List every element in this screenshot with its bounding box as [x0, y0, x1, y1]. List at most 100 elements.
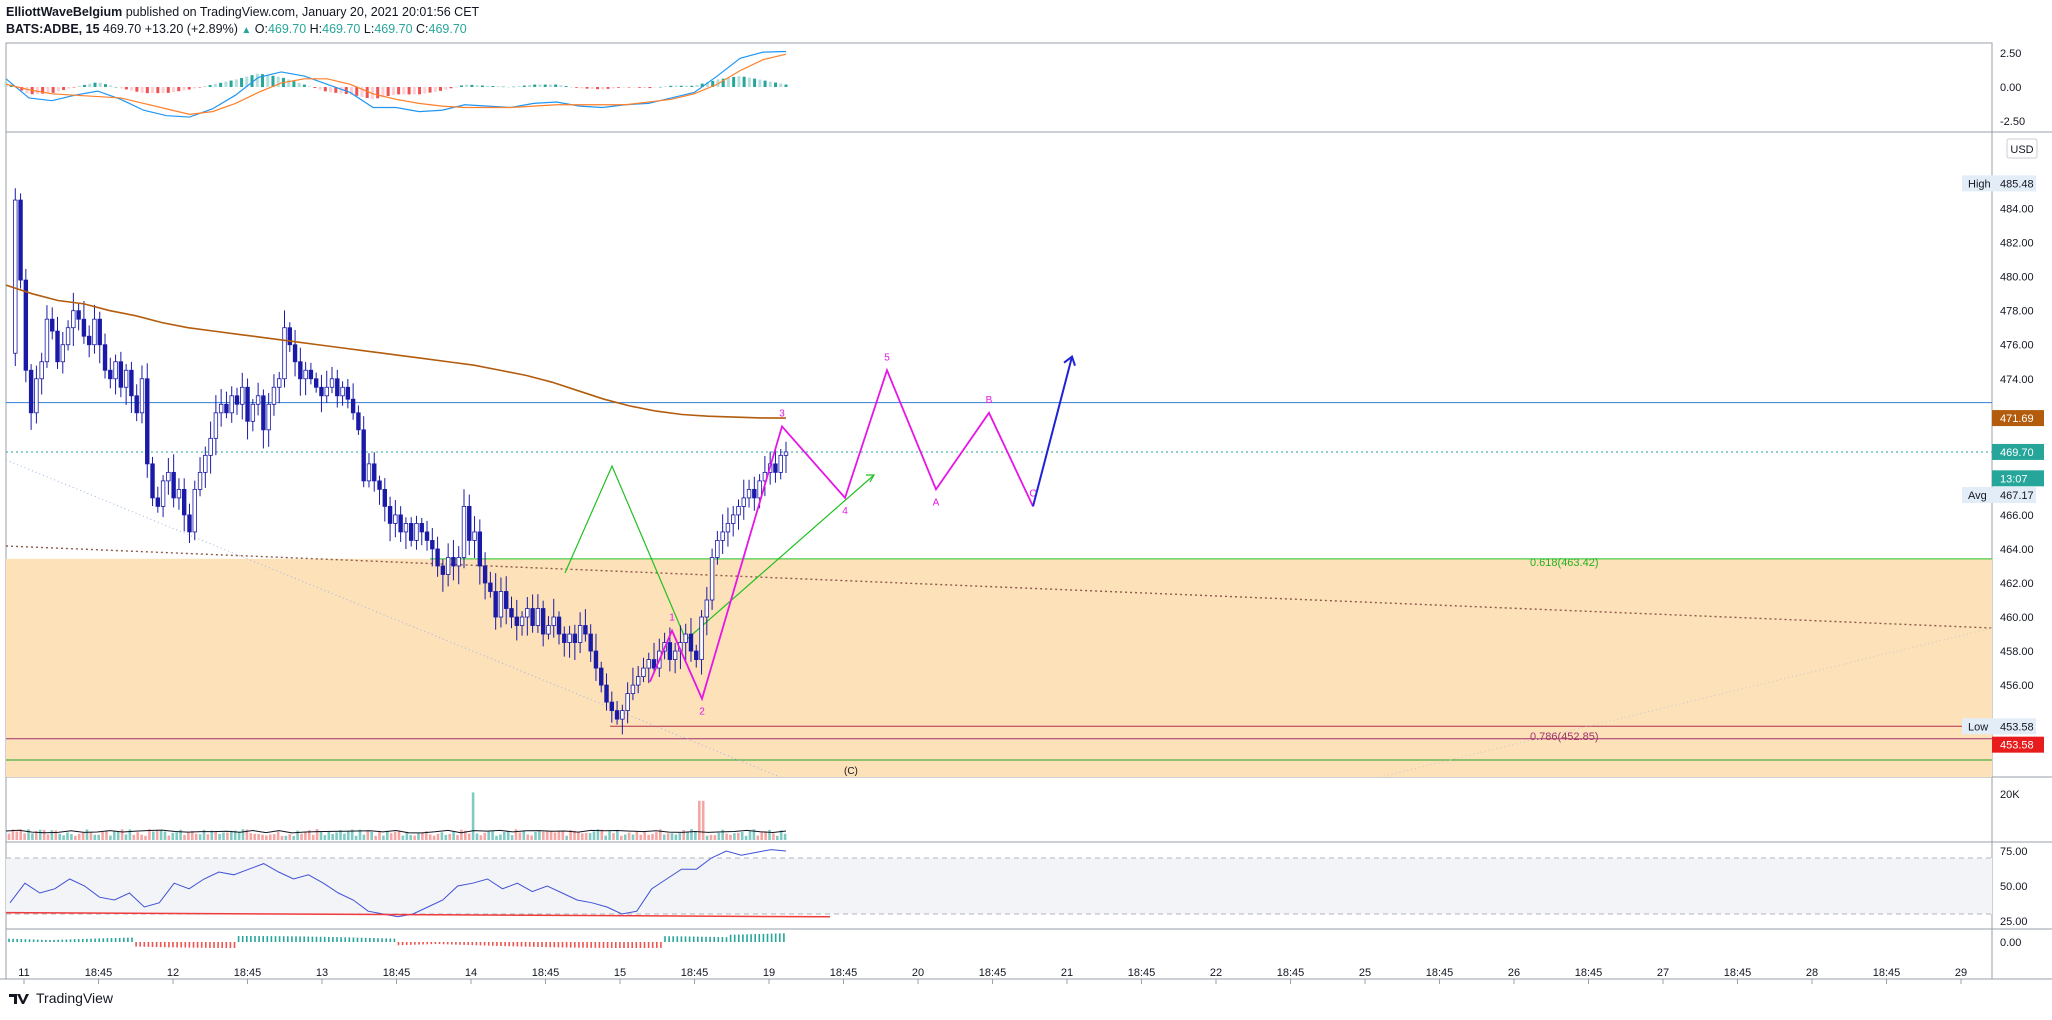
price-change: +13.20 (+2.89%) [144, 22, 238, 36]
candle [145, 378, 150, 465]
oscillator-bar [135, 942, 137, 947]
oscillator-bar [475, 942, 478, 946]
oscillator-bar [455, 942, 457, 945]
vwap-line [5, 284, 787, 419]
candle [23, 279, 29, 371]
candle [313, 378, 319, 388]
candle [65, 327, 71, 346]
oscillator-bar [668, 936, 670, 942]
author-name[interactable]: ElliottWaveBelgium [6, 5, 123, 19]
oscillator-bar [287, 936, 289, 942]
macd-histogram-bar [501, 86, 505, 88]
macd-histogram-bar [41, 87, 45, 94]
candle [498, 591, 504, 618]
symbol-label[interactable]: BATS:ADBE, 15 [6, 22, 100, 36]
oscillator-bar [647, 942, 650, 948]
oscillator-bar [705, 936, 707, 942]
volume-bar [280, 835, 284, 840]
wave-label: C [1029, 488, 1036, 499]
macd-histogram-bar [166, 87, 170, 93]
macd-histogram-bar [313, 87, 317, 88]
candle [213, 412, 219, 439]
volume-bar [97, 834, 100, 840]
candle [208, 437, 213, 456]
candle [451, 557, 456, 567]
candle [271, 386, 277, 405]
oscillator-bar [451, 942, 453, 945]
oscillator-bar [537, 942, 539, 947]
macd-histogram-bar [161, 87, 165, 94]
oscillator-bar [53, 939, 55, 942]
candle [577, 625, 583, 643]
macd-histogram-bar [606, 87, 610, 89]
volume-bar [343, 833, 346, 840]
candle [345, 386, 351, 400]
oscillator-bar [364, 937, 367, 942]
price-badge-text: Low [1968, 721, 1988, 733]
candle [324, 386, 329, 397]
macd-histogram-bar [224, 81, 228, 87]
oscillator-bar [352, 937, 355, 942]
volume-bar [50, 830, 54, 840]
macd-histogram-bar [585, 87, 589, 89]
macd-histogram-bar [705, 82, 709, 87]
macd-histogram-bar [527, 84, 531, 87]
macd-histogram-bar [643, 87, 647, 89]
macd-histogram-bar [758, 79, 762, 87]
volume-bar [534, 831, 537, 840]
oscillator-bar [738, 934, 740, 942]
candle [377, 480, 382, 490]
macd-histogram-bar [559, 85, 563, 87]
price-badge [1962, 175, 2036, 192]
oscillator-bar [709, 936, 711, 942]
candle [778, 454, 783, 473]
volume-bar [191, 830, 194, 840]
volume-bar [319, 832, 323, 840]
volume-bar [7, 833, 11, 840]
volume-bar [608, 830, 611, 840]
oscillator-bar [348, 937, 351, 942]
currency-badge[interactable] [2006, 138, 2038, 159]
candle [588, 633, 593, 652]
volume-bar [272, 834, 276, 840]
volume-bar [772, 833, 775, 840]
macd-histogram-bar [622, 87, 626, 88]
oscillator-bar [360, 937, 363, 942]
volume-bar [46, 834, 50, 840]
macd-histogram-bar [486, 85, 490, 87]
candle [593, 650, 599, 669]
oscillator-bar [651, 942, 654, 948]
candle [13, 199, 18, 354]
oscillator-bar [41, 939, 43, 942]
wave-label: 4 [842, 506, 848, 517]
macd-histogram-bar [449, 87, 453, 89]
candle [86, 335, 92, 346]
macd-histogram-bar [433, 87, 437, 92]
oscillator-bar [12, 938, 14, 942]
volume-bar [417, 833, 420, 840]
macd-histogram-bar [287, 79, 291, 87]
macd-histogram-bar [381, 87, 385, 98]
volume-bar [93, 834, 97, 840]
oscillator-bar [553, 942, 556, 948]
candle [224, 403, 229, 414]
oscillator-bar [574, 942, 576, 948]
oscillator-bar [291, 936, 293, 942]
candle [129, 369, 134, 397]
wave-label: 5 [884, 352, 890, 363]
oscillator-bar [393, 938, 396, 942]
trendline-faint [1379, 627, 1993, 778]
volume-bar [128, 829, 132, 840]
macd-histogram-bar [386, 87, 390, 97]
volume-bar [592, 831, 596, 840]
volume-bar [354, 835, 358, 840]
brand-name[interactable]: TradingView [36, 990, 114, 1006]
candle [292, 344, 298, 363]
macd-histogram-bar [376, 87, 380, 99]
volume-bar [288, 834, 292, 840]
candle [150, 463, 155, 499]
oscillator-bar [496, 942, 498, 946]
published-text: published on TradingView.com, January 20… [125, 5, 480, 19]
candle [187, 514, 192, 533]
